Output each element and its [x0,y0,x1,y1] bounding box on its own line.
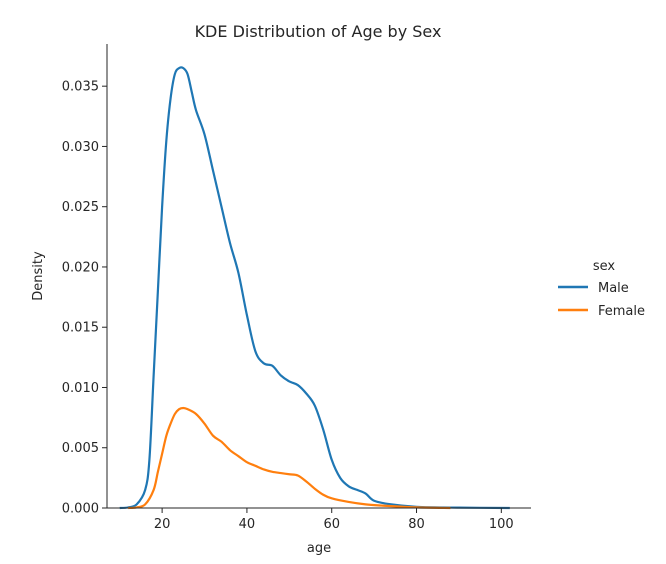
x-tick-label: 80 [408,517,425,532]
y-tick-label: 0.035 [62,80,99,95]
legend-title: sex [593,259,616,274]
y-tick-label: 0.010 [62,381,99,396]
y-axis-label: Density [31,251,46,301]
legend-label-female: Female [598,304,645,319]
y-ticks: 0.000 0.005 0.010 0.015 0.020 0.025 0.030 0.035 [62,80,107,517]
y-tick-label: 0.030 [62,140,99,155]
x-tick-label: 60 [323,517,340,532]
y-tick-label: 0.020 [62,260,99,275]
y-tick-label: 0.025 [62,200,99,215]
legend-label-male: Male [598,281,629,296]
x-tick-label: 100 [489,517,514,532]
series-layer [119,66,510,510]
plot-area: 20 40 60 80 100 0.0000.0050.0100.0150.0200.0… [62,44,531,532]
x-tick-label: 20 [154,517,171,532]
series-line-female [128,406,451,510]
y-tick-label: 0.000 [62,502,99,517]
legend: sex Male Female [558,259,645,319]
y-tick-label: 0.005 [62,441,99,456]
x-axis-label: age [307,541,331,556]
y-tick-label: 0.015 [62,321,99,336]
chart-title: KDE Distribution of Age by Sex [195,22,442,41]
x-ticks: 20 40 60 80 100 [154,508,514,532]
series-line-male [119,66,510,510]
x-tick-label: 40 [239,517,256,532]
